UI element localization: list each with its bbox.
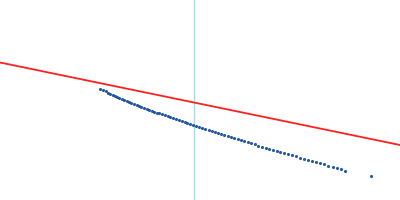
Point <box>215 132 221 135</box>
Point <box>105 91 111 94</box>
Point <box>100 88 106 92</box>
Point <box>231 137 238 140</box>
Point <box>102 90 109 93</box>
Point <box>131 102 137 106</box>
Point <box>181 121 188 124</box>
Point <box>266 147 272 150</box>
Point <box>112 95 118 98</box>
Point <box>281 151 287 155</box>
Point <box>273 149 280 152</box>
Point <box>238 139 244 142</box>
Point <box>208 130 215 133</box>
Point <box>173 118 179 121</box>
Point <box>199 127 206 130</box>
Point <box>178 120 185 123</box>
Point <box>187 123 194 126</box>
Point <box>252 143 258 146</box>
Point <box>342 169 349 172</box>
Point <box>244 141 251 144</box>
Point <box>159 113 166 116</box>
Point <box>368 175 375 178</box>
Point <box>270 148 276 151</box>
Point <box>277 150 284 153</box>
Point <box>190 124 197 127</box>
Point <box>202 128 209 131</box>
Point <box>255 144 262 147</box>
Point <box>143 107 150 111</box>
Point <box>241 140 248 143</box>
Point <box>317 162 323 165</box>
Point <box>248 142 255 145</box>
Point <box>329 165 336 168</box>
Point <box>164 115 171 118</box>
Point <box>285 152 291 156</box>
Point <box>338 168 344 171</box>
Point <box>304 158 311 161</box>
Point <box>228 136 234 139</box>
Point <box>300 157 307 160</box>
Point <box>184 122 191 125</box>
Point <box>97 87 103 90</box>
Point <box>212 131 218 134</box>
Point <box>193 125 200 128</box>
Point <box>148 109 155 112</box>
Point <box>292 155 299 158</box>
Point <box>126 101 132 104</box>
Point <box>146 108 152 111</box>
Point <box>288 154 295 157</box>
Point <box>107 92 114 96</box>
Point <box>156 112 163 115</box>
Point <box>128 102 135 105</box>
Point <box>196 126 203 129</box>
Point <box>259 145 265 148</box>
Point <box>136 104 142 108</box>
Point <box>138 105 145 109</box>
Point <box>321 163 327 166</box>
Point <box>109 93 116 97</box>
Point <box>118 98 125 101</box>
Point <box>218 133 224 136</box>
Point <box>170 117 176 120</box>
Point <box>141 106 147 110</box>
Point <box>325 164 332 167</box>
Point <box>234 138 241 141</box>
Point <box>151 110 158 113</box>
Point <box>123 100 130 103</box>
Point <box>133 103 140 107</box>
Point <box>176 119 182 122</box>
Point <box>221 134 228 137</box>
Point <box>312 160 319 164</box>
Point <box>162 114 168 117</box>
Point <box>308 159 315 162</box>
Point <box>154 111 160 114</box>
Point <box>121 99 128 102</box>
Point <box>296 156 303 159</box>
Point <box>224 135 231 138</box>
Point <box>114 96 120 99</box>
Point <box>167 116 174 119</box>
Point <box>334 166 340 170</box>
Point <box>205 129 212 132</box>
Point <box>262 146 269 149</box>
Point <box>116 97 123 100</box>
